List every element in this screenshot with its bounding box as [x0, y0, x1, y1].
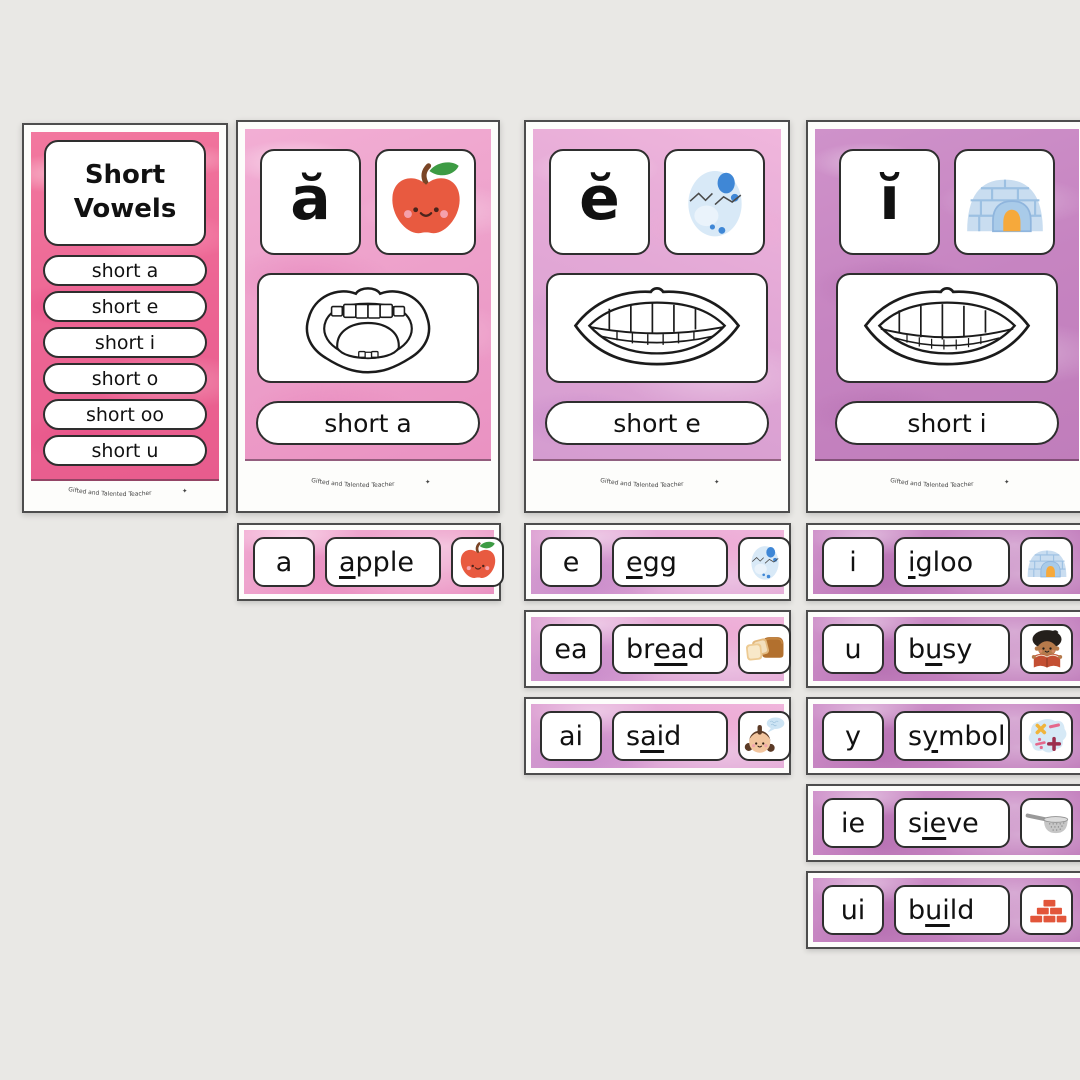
open-mouth-illustration	[268, 278, 468, 378]
word-box: a pple	[325, 537, 441, 587]
letter-tile-short-e: ĕ	[549, 149, 650, 255]
index-item-short-e: short e	[43, 291, 207, 322]
word-strip-a-apple: a a pple	[237, 523, 504, 601]
bricks-icon	[1025, 888, 1069, 932]
index-item-short-i: short i	[43, 327, 207, 358]
svg-text:Gifted and Talented Teacher: Gifted and Talented Teacher	[68, 486, 153, 498]
star-icon: ✦	[1004, 478, 1010, 486]
mouth-box-short-a	[257, 273, 479, 383]
poster-card-short-e: ĕ short e Gifted and Talented Teacher ✦	[524, 120, 790, 513]
brand-footer: Gifted and Talented Teacher ✦	[815, 464, 1079, 506]
letter-a-breve: ă	[290, 164, 331, 234]
poster-card-short-i: ĭ short i Gifted and Talented Teacher ✦	[806, 120, 1080, 513]
poster-card-short-a: ă short a Gifted and Talented Teacher ✦	[236, 120, 500, 513]
picture-box	[738, 711, 791, 761]
word-box: s ie ve	[894, 798, 1010, 848]
poster-e-background: ĕ short e	[533, 129, 781, 461]
index-item-short-a: short a	[43, 255, 207, 286]
index-item-short-o: short o	[43, 363, 207, 394]
word-strip-y-symbol: y s y mbol	[806, 697, 1080, 775]
igloo-icon	[962, 159, 1048, 245]
picture-box	[1020, 624, 1073, 674]
brand-text: Gifted and Talented Teacher	[600, 477, 685, 489]
grapheme-box: ui	[822, 885, 884, 935]
word-strip-e-egg: e e gg	[524, 523, 791, 601]
word-box: s y mbol	[894, 711, 1010, 761]
brand-text: Gifted and Talented Teacher	[890, 477, 975, 489]
star-icon: ✦	[714, 478, 720, 486]
apple-icon	[456, 540, 500, 584]
word-strip-ea-bread: ea br ea d	[524, 610, 791, 688]
picture-box	[1020, 711, 1073, 761]
picture-box	[1020, 798, 1073, 848]
svg-text:Gifted and Talented Teacher: Gifted and Talented Teacher	[890, 477, 975, 489]
index-item-short-oo: short oo	[43, 399, 207, 430]
svg-text:Gifted and Talented Teacher: Gifted and Talented Teacher	[600, 477, 685, 489]
picture-tile-igloo	[954, 149, 1055, 255]
page-title: Short Vowels	[44, 140, 206, 246]
letter-i-breve: ĭ	[879, 164, 900, 234]
label-pill-short-e: short e	[545, 401, 769, 445]
grapheme-box: a	[253, 537, 315, 587]
grapheme-box: i	[822, 537, 884, 587]
brand-text: Gifted and Talented Teacher	[311, 477, 396, 489]
star-icon: ✦	[182, 487, 188, 495]
word-box: br ea d	[612, 624, 728, 674]
picture-box	[738, 537, 791, 587]
word-strip-i-igloo: i i gloo	[806, 523, 1080, 601]
picture-box	[738, 624, 791, 674]
math-symbols-icon	[1025, 714, 1069, 758]
word-box: b ui ld	[894, 885, 1010, 935]
egg-icon	[672, 159, 758, 245]
picture-tile-apple	[375, 149, 476, 255]
word-strip-u-busy: u b u sy	[806, 610, 1080, 688]
word-box: e gg	[612, 537, 728, 587]
grapheme-box: u	[822, 624, 884, 674]
brand-text: Gifted and Talented Teacher	[68, 486, 153, 498]
grapheme-box: y	[822, 711, 884, 761]
label-pill-short-i: short i	[835, 401, 1059, 445]
svg-text:Gifted and Talented Teacher: Gifted and Talented Teacher	[311, 477, 396, 489]
letter-tile-short-i: ĭ	[839, 149, 940, 255]
brand-footer: Gifted and Talented Teacher ✦	[533, 464, 781, 506]
girl-speaking-icon	[743, 714, 787, 758]
word-box: s ai d	[612, 711, 728, 761]
picture-box	[1020, 537, 1073, 587]
index-item-short-u: short u	[43, 435, 207, 466]
wide-smile-mouth-illustration	[847, 278, 1047, 378]
sieve-icon	[1025, 801, 1069, 845]
poster-a-background: ă short a	[245, 129, 491, 461]
page-title-text: Short Vowels	[73, 160, 177, 224]
brand-footer: Gifted and Talented Teacher ✦	[31, 482, 219, 506]
grapheme-box: ie	[822, 798, 884, 848]
igloo-icon	[1025, 540, 1069, 584]
smiling-mouth-illustration	[557, 278, 757, 378]
picture-tile-egg	[664, 149, 765, 255]
letter-e-breve: ĕ	[579, 164, 620, 234]
grapheme-box: e	[540, 537, 602, 587]
short-vowels-index-card: Short Vowels short a short e short i sho…	[22, 123, 228, 513]
word-box: b u sy	[894, 624, 1010, 674]
brand-footer: Gifted and Talented Teacher ✦	[245, 464, 491, 506]
poster-i-background: ĭ short i	[815, 129, 1079, 461]
label-pill-short-a: short a	[256, 401, 480, 445]
apple-icon	[383, 159, 469, 245]
grapheme-box: ai	[540, 711, 602, 761]
word-strip-ai-said: ai s ai d	[524, 697, 791, 775]
picture-box	[1020, 885, 1073, 935]
mouth-box-short-i	[836, 273, 1058, 383]
grapheme-box: ea	[540, 624, 602, 674]
star-icon: ✦	[425, 478, 431, 486]
word-strip-ie-sieve: ie s ie ve	[806, 784, 1080, 862]
child-reading-icon	[1025, 627, 1069, 671]
mouth-box-short-e	[546, 273, 768, 383]
word-strip-ui-build: ui b ui ld	[806, 871, 1080, 949]
index-card-background: Short Vowels short a short e short i sho…	[31, 132, 219, 481]
letter-tile-short-a: ă	[260, 149, 361, 255]
egg-icon	[743, 540, 787, 584]
word-box: i gloo	[894, 537, 1010, 587]
picture-box	[451, 537, 504, 587]
bread-icon	[743, 627, 787, 671]
